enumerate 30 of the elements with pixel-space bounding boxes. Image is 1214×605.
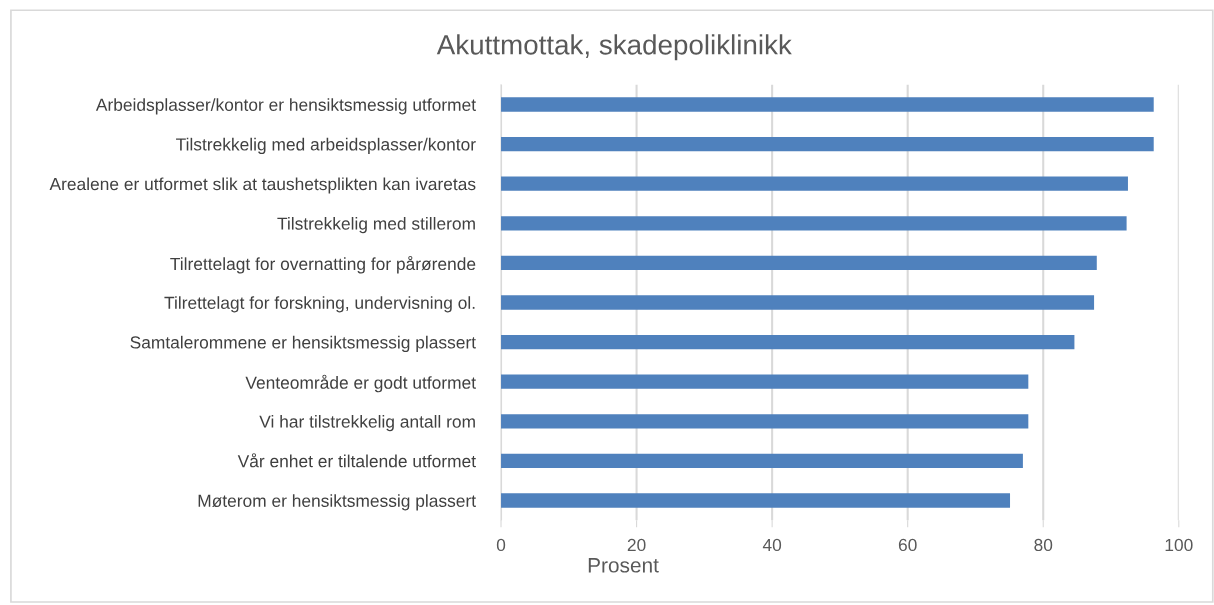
- y-tick-label: Tilrettelagt for overnatting for pårørende: [170, 255, 476, 274]
- bar: [501, 453, 1023, 469]
- bar: [501, 493, 1011, 508]
- y-tick-label: Tilrettelagt for forskning, undervisning ol.: [164, 296, 475, 313]
- y-tick-label: Tilstrekkelig med stillerom: [277, 217, 475, 234]
- x-axis-title: Prosent: [588, 558, 659, 573]
- y-tick-label: Arealene er utformet slik at taushetsplikten kan ivaretas: [49, 177, 476, 194]
- y-tick-label: Vi har tilstrekkelig antall rom: [259, 415, 475, 432]
- bar: [501, 176, 1128, 191]
- y-tick-label: Tilstrekkelig med arbeidsplasser/kontor: [176, 137, 476, 154]
- x-tick-label: 60: [898, 538, 917, 552]
- y-tick-label: Møterom er hensiktsmessig plassert: [198, 494, 476, 511]
- x-tick-label: 40: [762, 538, 782, 552]
- bar: [501, 374, 1029, 389]
- bar: [501, 295, 1095, 310]
- x-tick-label: 100: [1165, 538, 1193, 552]
- y-tick-label: Arbeidsplasser/kontor er hensiktsmessig utformet: [95, 98, 476, 115]
- bar: [501, 255, 1097, 271]
- bar: [501, 97, 1154, 112]
- bar: [501, 414, 1029, 429]
- x-tick-label: 20: [627, 538, 646, 552]
- chart-title: Akuttmottak, skadepoliklinikk: [436, 34, 792, 61]
- bar: [501, 216, 1127, 231]
- y-tick-label: Venteområde er godt utformet: [245, 374, 476, 393]
- x-tick-label: 0: [496, 538, 506, 552]
- bar: [501, 136, 1154, 152]
- x-tick-label: 80: [1034, 538, 1053, 552]
- bar: [501, 334, 1075, 350]
- y-tick-label: Vår enhet er tiltalende utformet: [237, 453, 476, 468]
- y-tick-label: Samtalerommene er hensiktsmessig plassert: [130, 335, 476, 352]
